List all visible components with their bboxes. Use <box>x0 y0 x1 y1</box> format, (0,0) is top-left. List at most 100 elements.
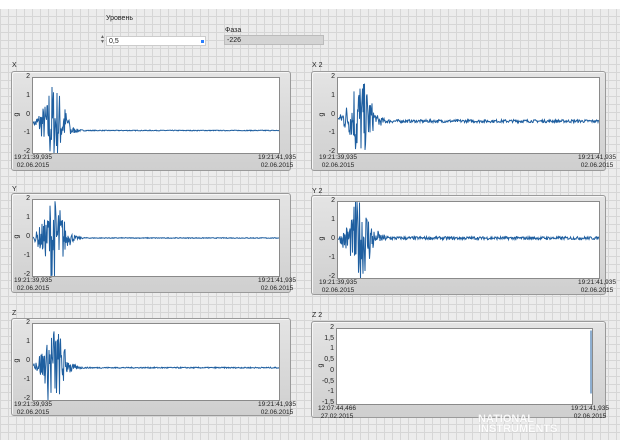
x-time-label: 19:21:41,935 <box>578 154 616 161</box>
chart-title-z: Z <box>12 310 17 317</box>
y-axis-label: g <box>318 236 326 241</box>
y-tick-label: 2 <box>330 324 334 331</box>
y-tick-label: 2 <box>26 73 30 80</box>
level-value: 0,5 <box>109 38 119 45</box>
x-date-label: 02.06.2015 <box>16 162 50 169</box>
y-tick-label: 0 <box>331 110 335 118</box>
y-axis-label: g <box>13 112 21 116</box>
series-line <box>338 83 599 150</box>
x-date-label: 02.06.2015 <box>573 413 607 420</box>
y-tick-label: 2 <box>26 195 30 202</box>
level-slider-handle[interactable] <box>201 40 204 43</box>
x-date-label: 02.06.2015 <box>580 287 614 294</box>
y-tick-label: -1 <box>23 129 30 137</box>
chart-title-x: X <box>12 62 17 69</box>
x-time-label: 19:21:41,935 <box>571 405 609 412</box>
y-tick-label: -1 <box>328 129 335 137</box>
x-axis-label-start: 19:21:39,935 02.06.2015 <box>10 154 56 170</box>
waveform-z <box>33 331 279 400</box>
x-axis-label-start: 19:21:39,935 02.06.2015 <box>10 401 56 417</box>
chart-plot-y2[interactable] <box>337 201 600 279</box>
y-axis-label: g <box>318 112 326 116</box>
x-date-label: 02.06.2015 <box>580 162 614 169</box>
series-line <box>33 201 279 276</box>
chart-title-x2: X 2 <box>312 62 323 69</box>
level-label: Уровень <box>106 15 133 22</box>
x-time-label: 19:21:41,935 <box>258 401 296 408</box>
x-time-label: 19:21:39,935 <box>14 401 52 408</box>
y-tick-label: 1,5 <box>324 334 334 342</box>
y-tick-label: -1 <box>327 388 334 396</box>
chart-plot-z2[interactable] <box>336 328 593 405</box>
y-tick-label: 1 <box>26 91 30 99</box>
y-axis-label: g <box>317 363 325 367</box>
x-time-label: 19:21:41,935 <box>258 154 296 161</box>
y-tick-label: 0,5 <box>324 356 334 364</box>
x-date-label: 02.06.2015 <box>16 409 50 416</box>
x-time-label: 12:07:44,466 <box>318 405 356 412</box>
x-time-label: 19:21:41,935 <box>578 279 616 286</box>
y-tick-label: 0 <box>26 357 30 364</box>
x-axis-label-end: 19:21:41,935 02.06.2015 <box>254 154 300 170</box>
y-tick-label: 2 <box>331 73 335 80</box>
x-axis-label-end: 19:21:41,935 02.06.2015 <box>567 405 613 421</box>
x-time-label: 19:21:39,935 <box>319 279 357 286</box>
x-axis-label-end: 19:21:41,935 02.06.2015 <box>574 279 620 295</box>
national-instruments-logo: NATIONAL INSTRUMENTS <box>478 413 558 435</box>
y-tick-label: -2 <box>328 148 335 155</box>
y-axis-label: g <box>13 358 21 363</box>
y-tick-label: -1 <box>23 376 30 383</box>
x-date-label: 02.06.2015 <box>260 162 294 169</box>
y-tick-label: 0 <box>331 235 335 242</box>
x-time-label: 19:21:39,935 <box>14 154 52 161</box>
waveform-x2 <box>338 83 599 150</box>
x-time-label: 19:21:41,935 <box>258 277 296 284</box>
y-tick-label: 1 <box>331 91 335 99</box>
x-date-label: 02.06.2015 <box>16 285 50 292</box>
level-stepper[interactable]: ▲ ▼ <box>100 34 105 45</box>
y-tick-label: 0 <box>26 233 30 240</box>
x-time-label: 19:21:39,935 <box>14 277 52 284</box>
y-tick-label: 0 <box>330 366 334 374</box>
y-tick-label: 1 <box>26 338 30 345</box>
y-tick-label: 0 <box>26 110 30 118</box>
y-axis-label: g <box>13 234 21 239</box>
x-date-label: 02.06.2015 <box>260 409 294 416</box>
y-tick-label: 1 <box>330 345 334 353</box>
waveform-y <box>33 201 279 276</box>
chart-title-y2: Y 2 <box>312 188 323 195</box>
waveform-x <box>33 86 279 153</box>
y-tick-label: 2 <box>331 197 335 204</box>
y-tick-label: 2 <box>26 319 30 326</box>
x-axis-label-end: 19:21:41,935 02.06.2015 <box>574 154 620 170</box>
x-date-label: 02.06.2015 <box>260 285 294 292</box>
title-strip <box>0 0 620 9</box>
y-tick-label: -1,5 <box>321 399 334 406</box>
x-axis-label-start: 19:21:39,935 02.06.2015 <box>10 277 56 293</box>
waveform-z2 <box>590 330 592 394</box>
chart-title-z2: Z 2 <box>312 312 323 319</box>
series-line <box>338 202 599 278</box>
y-tick-label: 1 <box>331 216 335 223</box>
phase-label: Фаза <box>225 27 242 34</box>
y-tick-label: -1 <box>328 254 335 261</box>
chart-plot-x2[interactable] <box>337 77 600 154</box>
x-axis-label-start: 19:21:39,935 02.06.2015 <box>315 279 361 295</box>
series-line <box>33 331 279 400</box>
y-tick-label: -1 <box>23 252 30 259</box>
chart-plot-z[interactable] <box>32 323 280 401</box>
chart-plot-y[interactable] <box>32 199 280 277</box>
chart-plot-x[interactable] <box>32 77 280 154</box>
x-date-label: 02.06.2015 <box>321 287 355 294</box>
x-date-label: 02.06.2015 <box>321 162 355 169</box>
phase-indicator: -226 <box>224 35 324 45</box>
y-tick-label: -2 <box>328 273 335 280</box>
y-tick-label: -2 <box>23 395 30 402</box>
waveform-y2 <box>338 202 599 278</box>
level-input[interactable]: 0,5 <box>106 36 206 46</box>
chart-title-y: Y <box>12 186 17 193</box>
y-tick-label: -2 <box>23 148 30 155</box>
x-axis-label-start: 12:07:44,466 27.02.2015 <box>314 405 360 421</box>
x-axis-label-start: 19:21:39,935 02.06.2015 <box>315 154 361 170</box>
y-tick-label: -2 <box>23 271 30 278</box>
